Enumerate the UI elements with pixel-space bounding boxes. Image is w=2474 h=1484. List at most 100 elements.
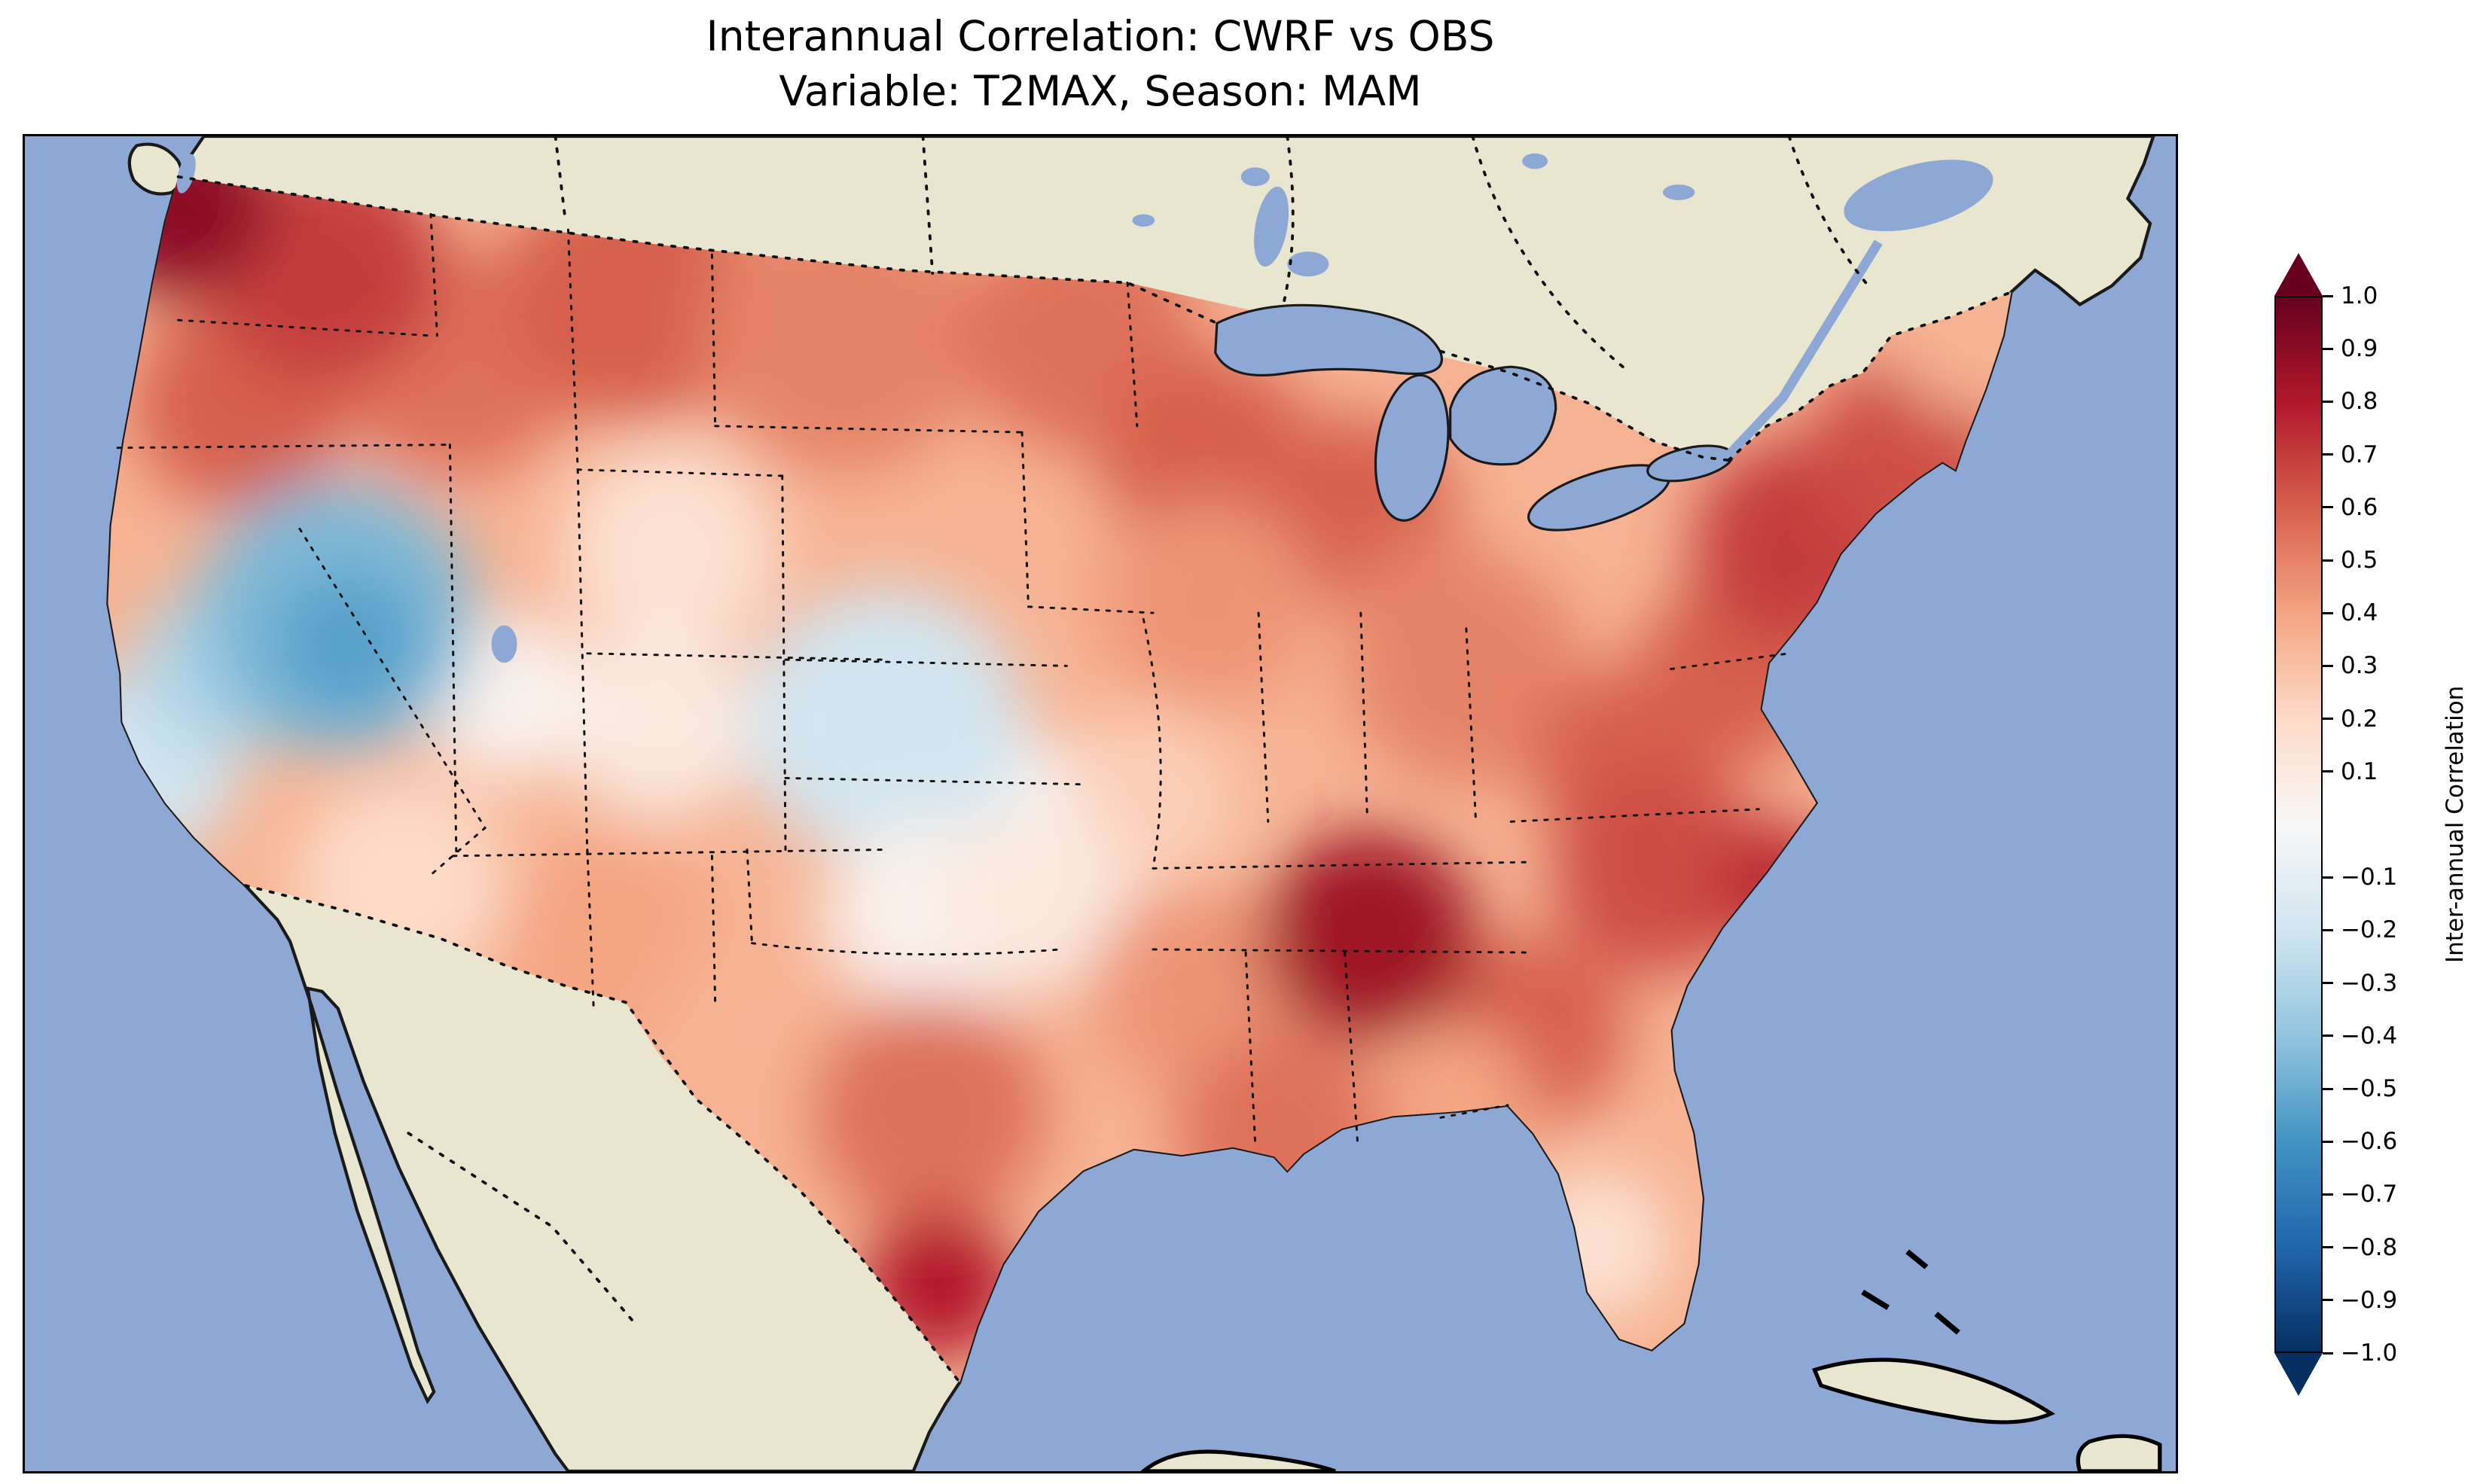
colorbar-tick-label: 0.7: [2341, 440, 2378, 468]
colorbar-tick-mark: [2323, 718, 2333, 721]
colorbar-tick-label: 0.8: [2341, 388, 2378, 416]
colorbar-tick: 0.1: [2323, 758, 2378, 785]
colorbar-tick: −0.8: [2323, 1234, 2397, 1261]
colorbar-tick: −0.5: [2323, 1075, 2397, 1102]
colorbar-tick: 0.7: [2323, 441, 2378, 468]
gulf-st-lawrence: [1844, 160, 1994, 232]
yucatan: [1140, 1449, 1336, 1471]
colorbar-tick-label: −0.2: [2341, 916, 2398, 944]
colorbar-tick-label: −0.1: [2341, 864, 2398, 891]
lake-of-the-woods: [1287, 251, 1329, 277]
state-borders: [116, 212, 1790, 1147]
colorbar-tick: −0.4: [2323, 1022, 2397, 1050]
colorbar-tick-mark: [2323, 611, 2333, 614]
lake-superior: [1214, 303, 1443, 376]
field-region-great-basin-core: [272, 570, 423, 718]
colorbar-tick-mark: [2323, 1035, 2333, 1038]
colorbar-tick: −0.3: [2323, 970, 2397, 997]
colorbar-tick-label: 0.4: [2341, 599, 2378, 627]
canada-province-border-4: [1471, 136, 1624, 369]
colorbar-tick-mark: [2323, 400, 2333, 403]
colorbar-label: Inter-annual Correlation: [2442, 685, 2469, 964]
state-border: [710, 855, 717, 1004]
canada-province-border-1: [554, 136, 567, 219]
map-svg: [25, 136, 2176, 1471]
colorbar-tick: −0.9: [2323, 1287, 2397, 1314]
state-border: [576, 468, 784, 477]
field-region-ohio-valley: [1347, 555, 1585, 786]
canada-province-border-2: [921, 136, 935, 275]
state-border: [1244, 951, 1257, 1147]
state-border: [177, 318, 432, 337]
state-border: [566, 228, 579, 471]
state-border: [781, 474, 787, 851]
colorbar-tick-label: −0.4: [2341, 1022, 2398, 1050]
canada-lake-1: [1240, 167, 1270, 187]
colorbar-tick: −0.6: [2323, 1128, 2397, 1155]
chart-title-line1: Interannual Correlation: CWRF vs OBS: [706, 12, 1495, 60]
state-border: [1142, 617, 1162, 870]
field-region-nebraska-kansas: [745, 587, 1026, 861]
colorbar-tick-mark: [2323, 347, 2333, 350]
state-border: [1257, 611, 1270, 823]
lake-huron: [1449, 365, 1557, 466]
colorbar-tick-mark: [2323, 559, 2333, 562]
state-border: [298, 527, 487, 879]
colorbar-tick-label: 1.0: [2341, 282, 2378, 309]
colorbar-tick-label: −1.0: [2341, 1339, 2398, 1367]
state-border: [116, 443, 451, 449]
colorbar-tick-mark: [2323, 453, 2333, 456]
cuba: [1811, 1358, 2055, 1425]
great-salt-lake: [491, 625, 517, 663]
bahamas-3: [1934, 1312, 1960, 1335]
field-region-southern-plains: [938, 803, 1133, 992]
field-region-carolinas: [1551, 766, 1768, 976]
colorbar-tick: 0.8: [2323, 388, 2378, 415]
colorbar-tick-label: −0.8: [2341, 1233, 2398, 1261]
state-border: [746, 849, 753, 945]
state-border: [784, 658, 1068, 667]
colorbar-tick-mark: [2323, 1140, 2333, 1143]
state-border: [1670, 652, 1790, 670]
us-canada-border-west: [176, 175, 1219, 325]
canada-province-border-3: [1283, 136, 1295, 303]
lake-michigan: [1374, 373, 1450, 522]
state-border: [1152, 948, 1532, 954]
state-border: [1344, 951, 1359, 1144]
canada-lake-4: [1132, 214, 1155, 227]
colorbar-tick: −1.0: [2323, 1339, 2397, 1367]
islands: [1140, 1249, 2162, 1471]
colorbar-tick: −0.2: [2323, 916, 2397, 943]
colorbar-tick: 0.2: [2323, 705, 2378, 733]
state-border: [1439, 1104, 1509, 1119]
colorbar-tick-mark: [2323, 876, 2333, 879]
state-border: [448, 443, 458, 858]
field-region-iowa-illinois: [1100, 498, 1316, 708]
field-blobs: [108, 176, 2012, 1358]
colorbar-tick-label: −0.9: [2341, 1286, 2398, 1314]
colorbar-tick-mark: [2323, 1246, 2333, 1249]
canadian-waters: [176, 153, 1994, 663]
colorbar-tick-label: −0.6: [2341, 1128, 2398, 1156]
field-region-tennessee-alabama: [1261, 832, 1477, 1043]
colorbar-tick-mark: [2323, 506, 2333, 509]
puget-sound: [176, 154, 196, 193]
bahamas-1: [1861, 1290, 1890, 1310]
correlation-field: [108, 176, 2012, 1383]
colorbar-tick-mark: [2323, 664, 2333, 667]
colorbar-tick: 1.0: [2323, 282, 2378, 309]
canada-province-border-5: [1787, 136, 1868, 285]
hispaniola: [2076, 1434, 2162, 1471]
colorbar-tick: 0.4: [2323, 599, 2378, 626]
colorbar-tick-mark: [2323, 770, 2333, 773]
canada-lake-3: [1662, 184, 1695, 200]
canada-lake-2: [1522, 153, 1548, 169]
state-border: [1465, 627, 1478, 823]
state-border: [452, 849, 883, 858]
st-lawrence-river: [1725, 239, 1883, 459]
chart-title-line2: Variable: T2MAX, Season: MAM: [779, 66, 1422, 115]
colorbar-tick: −0.7: [2323, 1181, 2397, 1208]
great-lakes: [1214, 303, 1734, 532]
colorbar-tick-mark: [2323, 294, 2333, 297]
